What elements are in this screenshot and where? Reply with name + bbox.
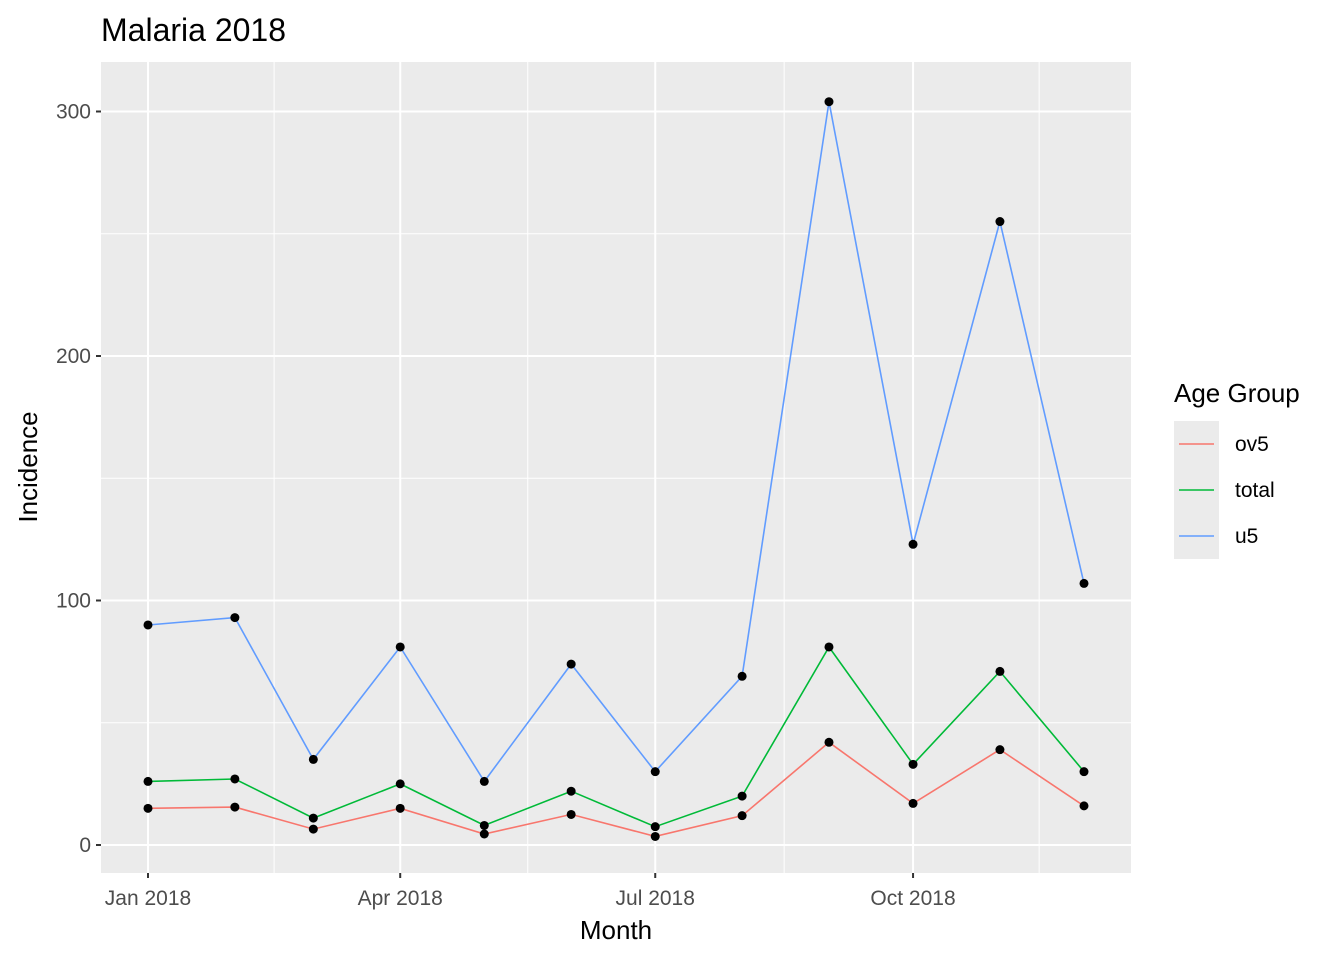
x-axis: Jan 2018 Apr 2018 Jul 2018 Oct 2018 xyxy=(105,873,956,910)
data-point-u5 xyxy=(230,613,240,623)
y-tick-label: 0 xyxy=(79,834,91,857)
data-point-ov5 xyxy=(308,824,318,834)
data-point-total xyxy=(995,666,1005,676)
major-gridlines xyxy=(101,62,1131,873)
series-lines xyxy=(147,101,1085,838)
x-tick-label: Jan 2018 xyxy=(105,887,191,910)
chart-title: Malaria 2018 xyxy=(101,12,286,48)
series-points xyxy=(143,97,1089,841)
data-point-ov5 xyxy=(737,811,747,821)
data-point-ov5 xyxy=(995,745,1005,755)
y-axis: 0 100 200 300 xyxy=(56,101,101,857)
y-tick-label: 200 xyxy=(56,345,91,368)
data-point-u5 xyxy=(479,776,489,786)
data-point-total xyxy=(824,642,834,652)
data-point-ov5 xyxy=(824,737,834,747)
x-tick-label: Oct 2018 xyxy=(870,887,955,910)
data-point-total xyxy=(308,813,318,823)
data-point-u5 xyxy=(650,767,660,777)
data-point-total xyxy=(566,786,576,796)
data-point-u5 xyxy=(143,620,153,630)
data-point-ov5 xyxy=(143,803,153,813)
data-point-total xyxy=(143,776,153,786)
data-point-u5 xyxy=(737,671,747,681)
legend-label-u5: u5 xyxy=(1235,525,1258,548)
data-point-ov5 xyxy=(566,809,576,819)
data-point-u5 xyxy=(308,754,318,764)
legend-label-ov5: ov5 xyxy=(1235,433,1269,456)
series-line-total xyxy=(147,645,1085,828)
data-point-total xyxy=(230,774,240,784)
data-point-total xyxy=(395,779,405,789)
data-point-ov5 xyxy=(395,803,405,813)
x-axis-title: Month xyxy=(580,915,652,945)
x-tick-label: Jul 2018 xyxy=(616,887,695,910)
legend-items: ov5 total u5 xyxy=(1174,421,1275,559)
series-line-u5 xyxy=(147,101,1085,783)
data-point-total xyxy=(1079,767,1089,777)
legend-title: Age Group xyxy=(1174,378,1300,408)
data-point-total xyxy=(908,759,918,769)
series-line-ov5 xyxy=(147,741,1085,838)
plot-panel xyxy=(101,62,1131,873)
data-point-total xyxy=(737,791,747,801)
legend-label-total: total xyxy=(1235,479,1275,502)
minor-gridlines xyxy=(101,62,1131,873)
data-point-u5 xyxy=(395,642,405,652)
y-axis-title: Incidence xyxy=(13,411,43,522)
data-point-ov5 xyxy=(479,829,489,839)
data-point-u5 xyxy=(566,659,576,669)
y-tick-label: 300 xyxy=(56,101,91,124)
data-point-ov5 xyxy=(230,802,240,812)
data-point-total xyxy=(479,820,489,830)
y-tick-label: 100 xyxy=(56,590,91,613)
data-point-total xyxy=(650,822,660,832)
data-point-u5 xyxy=(995,217,1005,227)
x-tick-label: Apr 2018 xyxy=(358,887,443,910)
data-point-ov5 xyxy=(1079,801,1089,811)
data-point-u5 xyxy=(1079,578,1089,588)
data-point-u5 xyxy=(908,539,918,549)
legend: Age Group ov5 total u5 xyxy=(1174,378,1300,559)
data-point-ov5 xyxy=(650,831,660,841)
data-point-ov5 xyxy=(908,798,918,808)
data-point-u5 xyxy=(824,97,834,107)
